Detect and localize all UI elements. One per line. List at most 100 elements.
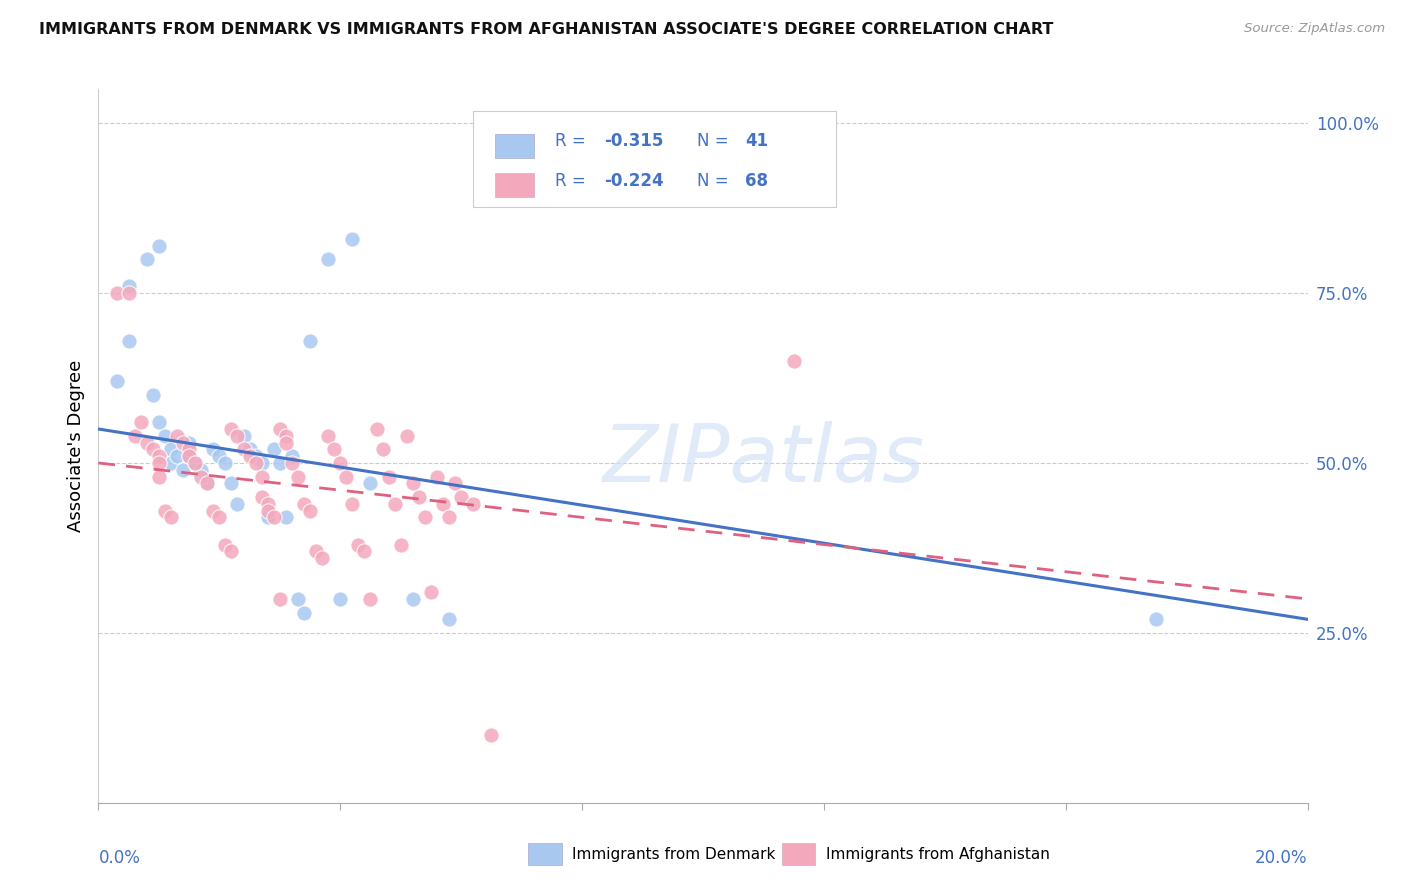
Point <box>190 463 212 477</box>
Point <box>316 252 339 266</box>
Text: 41: 41 <box>745 132 769 150</box>
Point <box>342 232 364 246</box>
Point <box>184 456 207 470</box>
Point <box>402 591 425 606</box>
Point <box>250 490 273 504</box>
Point <box>360 591 382 606</box>
Point <box>329 456 352 470</box>
Point <box>384 497 406 511</box>
Text: N =: N = <box>697 171 734 189</box>
Point <box>239 442 262 457</box>
Point <box>281 449 304 463</box>
Point <box>208 510 231 524</box>
Point <box>269 591 291 606</box>
Point <box>153 429 176 443</box>
Point <box>366 422 388 436</box>
Point <box>148 449 170 463</box>
Point <box>179 435 201 450</box>
Point <box>432 497 454 511</box>
Text: -0.315: -0.315 <box>603 132 664 150</box>
Point <box>450 490 472 504</box>
Point <box>269 456 291 470</box>
Point <box>263 510 285 524</box>
Point <box>160 442 183 457</box>
Point <box>245 456 267 470</box>
Text: 0.0%: 0.0% <box>98 849 141 867</box>
Point <box>256 503 278 517</box>
Point <box>148 415 170 429</box>
Point <box>1146 612 1168 626</box>
Point <box>329 591 352 606</box>
Point <box>166 449 188 463</box>
Point <box>463 497 485 511</box>
Point <box>166 429 188 443</box>
Point <box>395 429 418 443</box>
Point <box>195 476 218 491</box>
Point <box>287 469 309 483</box>
Point <box>305 544 328 558</box>
Point <box>311 551 333 566</box>
Point <box>292 606 315 620</box>
Point <box>408 490 430 504</box>
Point <box>420 585 443 599</box>
Point <box>129 415 152 429</box>
Point <box>783 354 806 368</box>
Text: N =: N = <box>697 132 734 150</box>
Point <box>195 476 218 491</box>
Point <box>256 510 278 524</box>
Point <box>299 334 322 348</box>
Point <box>179 449 201 463</box>
Point <box>342 497 364 511</box>
Point <box>250 456 273 470</box>
Point <box>274 510 297 524</box>
Point <box>437 612 460 626</box>
Point <box>160 510 183 524</box>
Point <box>377 469 399 483</box>
Point <box>232 442 254 457</box>
Point <box>292 497 315 511</box>
Point <box>135 435 157 450</box>
Point <box>274 435 297 450</box>
Point <box>371 442 394 457</box>
Point <box>413 510 436 524</box>
Text: R =: R = <box>555 171 592 189</box>
Text: Immigrants from Afghanistan: Immigrants from Afghanistan <box>827 847 1050 862</box>
Point <box>118 286 141 301</box>
FancyBboxPatch shape <box>782 844 815 865</box>
Point <box>172 463 194 477</box>
FancyBboxPatch shape <box>495 134 534 158</box>
Point <box>105 375 128 389</box>
Text: -0.224: -0.224 <box>603 171 664 189</box>
Text: IMMIGRANTS FROM DENMARK VS IMMIGRANTS FROM AFGHANISTAN ASSOCIATE'S DEGREE CORREL: IMMIGRANTS FROM DENMARK VS IMMIGRANTS FR… <box>39 22 1053 37</box>
FancyBboxPatch shape <box>527 844 561 865</box>
Point <box>281 456 304 470</box>
Point <box>335 469 357 483</box>
Point <box>208 449 231 463</box>
Point <box>347 537 370 551</box>
Text: Source: ZipAtlas.com: Source: ZipAtlas.com <box>1244 22 1385 36</box>
Point <box>402 476 425 491</box>
Text: 20.0%: 20.0% <box>1256 849 1308 867</box>
Point <box>256 497 278 511</box>
Point <box>172 435 194 450</box>
Point <box>437 510 460 524</box>
Point <box>360 476 382 491</box>
Text: 68: 68 <box>745 171 768 189</box>
Point <box>226 497 249 511</box>
Point <box>142 442 165 457</box>
Point <box>179 449 201 463</box>
Point <box>135 252 157 266</box>
Point <box>142 388 165 402</box>
Point <box>263 442 285 457</box>
Text: ZIPatlas: ZIPatlas <box>602 421 925 500</box>
Point <box>184 456 207 470</box>
Point <box>239 449 262 463</box>
Point <box>124 429 146 443</box>
Y-axis label: Associate's Degree: Associate's Degree <box>66 359 84 533</box>
Point <box>426 469 449 483</box>
Point <box>481 728 503 742</box>
Point <box>202 442 225 457</box>
FancyBboxPatch shape <box>474 111 837 207</box>
Point <box>148 238 170 252</box>
Point <box>287 591 309 606</box>
